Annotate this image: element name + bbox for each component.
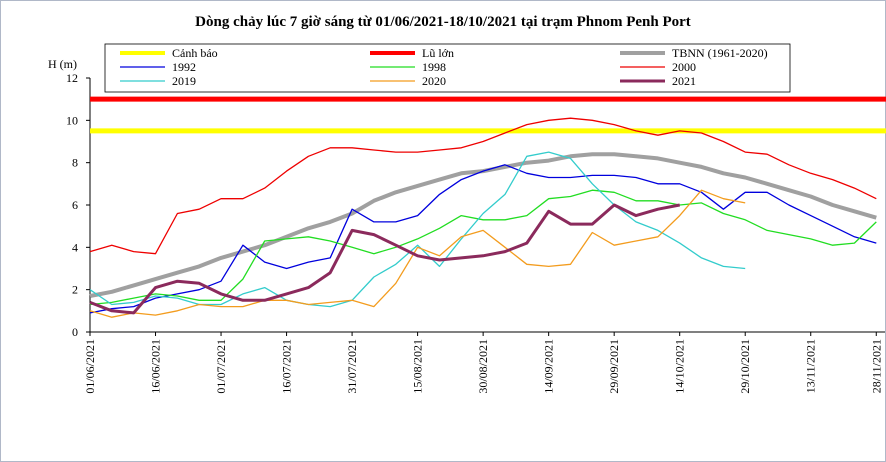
legend-label: 2020 — [422, 74, 446, 88]
y-tick-label: 0 — [72, 325, 78, 339]
y-tick-label: 2 — [72, 283, 78, 297]
legend-label: 2000 — [672, 60, 696, 74]
x-tick-label: 15/08/2021 — [411, 339, 425, 394]
x-tick-label: 29/10/2021 — [738, 339, 752, 394]
x-tick-label: 16/06/2021 — [149, 339, 163, 394]
y-axis-label: H (m) — [48, 57, 77, 71]
x-tick-label: 13/11/2021 — [804, 339, 818, 393]
legend-label: 2019 — [172, 74, 196, 88]
series-line — [89, 117, 877, 255]
x-tick-label: 14/10/2021 — [673, 339, 687, 394]
y-tick-label: 8 — [72, 156, 78, 170]
y-tick-label: 4 — [72, 240, 78, 254]
y-tick-label: 10 — [66, 113, 78, 127]
legend-box — [104, 43, 791, 93]
chart-title: Dòng chảy lúc 7 giờ sáng từ 01/06/2021-1… — [195, 14, 691, 30]
series-line — [89, 203, 680, 315]
x-tick-label: 01/07/2021 — [214, 339, 228, 394]
legend-label: 1998 — [422, 60, 446, 74]
series-line — [89, 164, 877, 314]
legend-label: 1992 — [172, 60, 196, 74]
x-tick-label: 14/09/2021 — [542, 339, 556, 394]
legend-label: Lũ lớn — [422, 46, 454, 60]
x-tick-label: 31/07/2021 — [345, 339, 359, 394]
legend-label: Cảnh báo — [172, 46, 218, 60]
x-tick-label: 29/09/2021 — [607, 339, 621, 394]
series-line — [89, 189, 746, 318]
x-tick-label: 30/08/2021 — [476, 339, 490, 394]
y-tick-label: 6 — [72, 198, 78, 212]
x-tick-label: 01/06/2021 — [83, 339, 97, 394]
legend-label: TBNN (1961-2020) — [672, 46, 768, 60]
legend-label: 2021 — [672, 74, 696, 88]
series-line — [89, 189, 877, 306]
y-tick-label: 12 — [66, 71, 78, 85]
x-tick-label: 28/11/2021 — [869, 339, 883, 393]
x-tick-label: 16/07/2021 — [280, 339, 294, 394]
